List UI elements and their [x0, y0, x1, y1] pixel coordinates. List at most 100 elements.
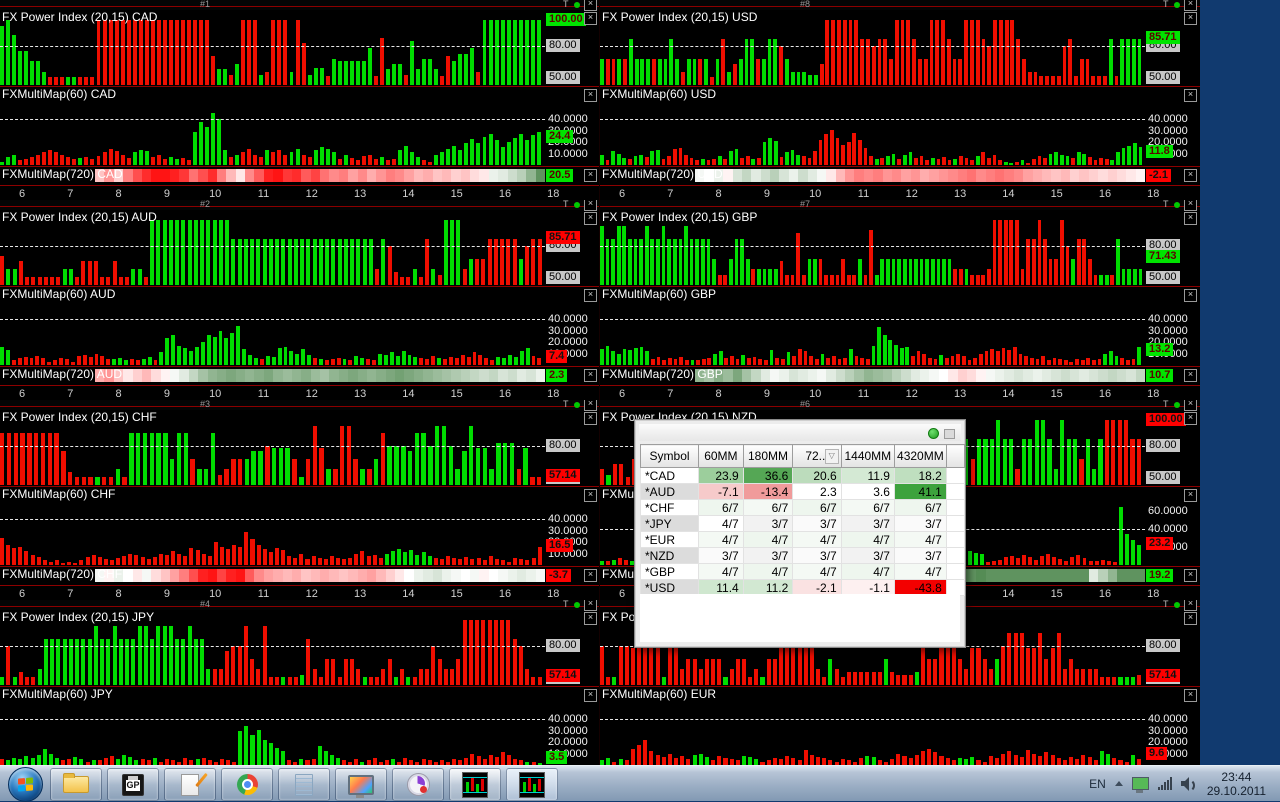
panel-number: #6: [800, 400, 811, 409]
axis-tick-label: 18: [1147, 588, 1160, 600]
close-icon[interactable]: ×: [1184, 200, 1197, 211]
close-icon[interactable]: ×: [584, 200, 597, 211]
close-icon[interactable]: ×: [1184, 0, 1197, 11]
table-header-filler: [945, 444, 966, 468]
panel-number: #8: [800, 0, 811, 9]
axis-tick-label: 13: [953, 188, 967, 200]
taskbar-item-trading-chart-a[interactable]: [449, 768, 501, 801]
table-header-60mm[interactable]: 60MM: [698, 444, 744, 468]
start-button[interactable]: [8, 767, 43, 802]
sort-filter-icon[interactable]: ▽: [824, 449, 839, 464]
axis-tick-label: 9: [763, 388, 770, 400]
axis-tick-label: 6: [618, 588, 626, 600]
panel-titlebar[interactable]: #2 T ×: [0, 200, 600, 211]
close-icon[interactable]: ×: [1184, 569, 1197, 582]
close-icon[interactable]: ×: [584, 169, 597, 182]
popup-resize-button[interactable]: [944, 429, 955, 439]
axis-tick-label: 11: [257, 588, 270, 600]
table-header-72[interactable]: 72... ▽: [792, 444, 842, 468]
popup-titlebar[interactable]: [639, 424, 961, 441]
taskbar-item-text-editor[interactable]: [164, 768, 216, 801]
panel-titlebar[interactable]: #3 T ×: [0, 400, 600, 411]
table-header-symbol[interactable]: Symbol: [639, 444, 700, 468]
close-icon[interactable]: ×: [584, 612, 597, 625]
table-row[interactable]: *EUR 4/7 4/7 4/7 4/7 4/7: [639, 531, 966, 548]
notepad-icon: [295, 773, 313, 796]
multimap60-value-label: 7.4: [546, 349, 568, 363]
show-hidden-icons-chevron[interactable]: [1114, 781, 1123, 786]
close-icon[interactable]: ×: [584, 89, 597, 102]
close-icon[interactable]: ×: [584, 212, 597, 225]
speaker-icon[interactable]: [1180, 777, 1196, 792]
axis-tick-label: 6: [618, 388, 626, 400]
taskbar-item-trading-chart-b[interactable]: [506, 768, 558, 801]
close-icon[interactable]: ×: [584, 289, 597, 302]
close-icon[interactable]: ×: [584, 569, 597, 582]
close-icon[interactable]: ×: [584, 400, 597, 411]
table-row[interactable]: *CAD 23.9 36.6 20.6 11.9 18.2: [639, 467, 966, 484]
table-row[interactable]: *GBP 4/7 4/7 4/7 4/7 4/7: [639, 563, 966, 580]
panel-titlebar[interactable]: #8 T ×: [600, 0, 1200, 11]
close-icon[interactable]: ×: [1184, 689, 1197, 702]
table-row[interactable]: *NZD 3/7 3/7 3/7 3/7 3/7: [639, 547, 966, 564]
close-icon[interactable]: ×: [1184, 600, 1197, 611]
axis-tick-label: 12: [305, 588, 318, 600]
table-row[interactable]: *AUD -7.1 -13.4 2.3 3.6 41.1: [639, 483, 966, 500]
close-icon[interactable]: ×: [584, 0, 597, 11]
close-icon[interactable]: ×: [1184, 212, 1197, 225]
close-icon[interactable]: ×: [584, 369, 597, 382]
close-icon[interactable]: ×: [584, 412, 597, 425]
panel-titlebar[interactable]: #7 T ×: [600, 200, 1200, 211]
close-icon[interactable]: ×: [1184, 89, 1197, 102]
multimap60-gridline: [0, 719, 545, 721]
panel-titlebar[interactable]: #4 T ×: [0, 600, 600, 611]
close-icon[interactable]: ×: [1184, 400, 1197, 411]
power-index-pane: FX Power Index (20,15) JPY80.0050.0057.1…: [0, 610, 600, 687]
signal-bars-icon[interactable]: [1157, 777, 1172, 790]
table-header-180mm[interactable]: 180MM: [742, 444, 794, 468]
language-indicator[interactable]: EN: [1089, 776, 1106, 791]
multimap720-pane: FXMultiMap(720) USD -2.1 ×: [600, 167, 1200, 186]
taskbar-item-explorer-folder[interactable]: [50, 768, 102, 801]
table-row[interactable]: *JPY 4/7 3/7 3/7 3/7 3/7: [639, 515, 966, 532]
multimap720-value-label: 20.5: [546, 169, 574, 182]
close-icon[interactable]: ×: [584, 489, 597, 502]
taskbar-item-chrome-browser[interactable]: [221, 768, 273, 801]
table-row[interactable]: *USD 11.4 11.2 -2.1 -1.1 -43.8: [639, 579, 966, 596]
close-icon[interactable]: ×: [1184, 169, 1197, 182]
close-icon[interactable]: ×: [584, 689, 597, 702]
taskbar-item-remote-computer[interactable]: [335, 768, 387, 801]
close-icon[interactable]: ×: [1184, 489, 1197, 502]
close-icon[interactable]: ×: [1184, 12, 1197, 25]
trading-app-window: #1 T × FX Power Index (20,15) CAD 80.00 50.00…: [0, 0, 1200, 765]
clock[interactable]: 23:44 29.10.2011: [1205, 770, 1274, 798]
taskbar-item-gauge-app[interactable]: [392, 768, 444, 801]
close-icon[interactable]: ×: [1184, 412, 1197, 425]
close-icon[interactable]: ×: [1184, 612, 1197, 625]
close-icon[interactable]: ×: [584, 12, 597, 25]
symbol-table-window[interactable]: Symbol 60MM 180MM 72... ▽ 1440MM 4320MM *CAD 23.…: [634, 419, 966, 648]
multimap60-gridline: [0, 319, 545, 321]
multimap60-scale-label: 20.0000: [1148, 736, 1188, 749]
table-header-4320mm[interactable]: 4320MM: [893, 444, 947, 468]
status-dot-icon: [574, 2, 580, 8]
power-bars: [0, 609, 545, 685]
titlebar-line: [0, 406, 600, 407]
value-cell: 11.9: [840, 467, 895, 484]
close-icon[interactable]: ×: [1184, 369, 1197, 382]
panel-titlebar[interactable]: #1 T ×: [0, 0, 600, 11]
table-row[interactable]: *CHF 6/7 6/7 6/7 6/7 6/7: [639, 499, 966, 516]
taskbar-item-notepad[interactable]: [278, 768, 330, 801]
axis-tick-label: 9: [163, 588, 170, 600]
network-icon[interactable]: [1131, 777, 1149, 793]
value-cell: -2.1: [792, 579, 842, 596]
panel-titlebar[interactable]: #6 T ×: [600, 400, 1200, 411]
taskbar-item-gp-floppy[interactable]: GP: [107, 768, 159, 801]
multimap720-pane-title: FXMultiMap(720) USD: [602, 167, 723, 181]
power-scale-label: 80.00: [546, 638, 580, 652]
axis-tick-label: 7: [667, 388, 674, 400]
close-icon[interactable]: ×: [584, 600, 597, 611]
table-header-1440mm[interactable]: 1440MM: [840, 444, 895, 468]
close-icon[interactable]: ×: [1184, 289, 1197, 302]
popup-status-dot-button[interactable]: [928, 428, 939, 439]
